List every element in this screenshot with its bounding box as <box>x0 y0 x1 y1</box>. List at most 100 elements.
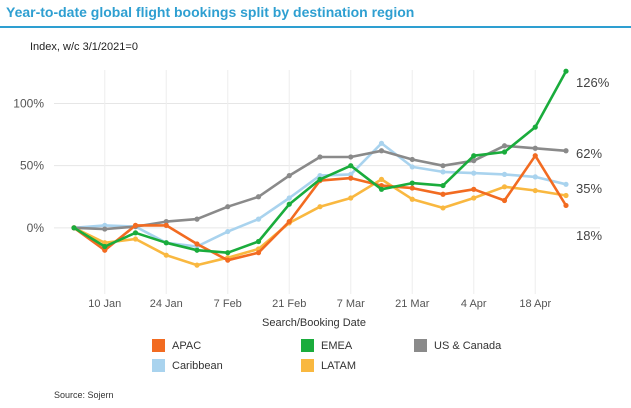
data-point <box>163 219 169 225</box>
data-point <box>440 191 446 197</box>
legend-label: US & Canada <box>434 339 502 352</box>
data-point <box>163 252 169 258</box>
data-point <box>102 243 108 250</box>
data-point <box>471 186 477 192</box>
series-line-latam <box>73 178 567 267</box>
legend-label: LATAM <box>321 359 357 372</box>
data-point <box>163 240 169 246</box>
data-point <box>471 195 477 201</box>
legend-swatch <box>414 339 427 352</box>
data-point <box>440 163 446 169</box>
data-point <box>563 68 569 74</box>
end-label: 62% <box>576 146 602 161</box>
x-tick-label: 7 Feb <box>214 298 242 310</box>
chart-subtitle: Index, w/c 3/1/2021=0 <box>30 41 138 53</box>
y-tick-label: 0% <box>27 221 45 235</box>
data-point <box>409 164 415 170</box>
data-point <box>286 173 292 179</box>
data-point <box>378 148 385 154</box>
data-point <box>409 185 415 191</box>
data-point <box>501 149 508 155</box>
data-point <box>471 158 477 164</box>
x-tick-label: 18 Apr <box>519 298 551 310</box>
data-point <box>225 228 231 235</box>
title-divider <box>0 26 631 28</box>
data-point <box>378 140 385 146</box>
x-tick-label: 21 Feb <box>272 298 306 310</box>
data-point <box>563 148 569 154</box>
data-point <box>532 174 538 180</box>
x-tick-label: 24 Jan <box>150 298 183 310</box>
legend-item: Caribbean <box>152 359 223 372</box>
data-point <box>317 173 323 179</box>
data-point <box>255 238 262 245</box>
data-point <box>255 194 262 200</box>
data-point <box>532 145 538 151</box>
data-point <box>440 182 446 189</box>
data-point <box>286 195 292 201</box>
data-point <box>317 176 323 182</box>
legend-label: Caribbean <box>172 359 223 372</box>
legend-swatch <box>152 339 165 352</box>
data-point <box>348 195 354 201</box>
x-tick-label: 7 Mar <box>337 298 365 310</box>
x-tick-label: 21 Mar <box>395 298 430 310</box>
legend-item: LATAM <box>301 359 356 372</box>
legend-label: EMEA <box>321 339 353 352</box>
data-point <box>286 201 292 207</box>
data-point <box>378 176 385 182</box>
data-point <box>440 169 446 175</box>
x-axis-label: Search/Booking Date <box>262 317 366 329</box>
legend-item: US & Canada <box>414 339 501 352</box>
data-point <box>194 247 200 253</box>
data-point <box>102 226 108 232</box>
data-point <box>348 171 354 177</box>
data-point <box>409 196 415 202</box>
data-point <box>317 204 323 210</box>
data-point <box>471 170 477 176</box>
data-point <box>471 153 477 159</box>
data-point <box>532 187 538 194</box>
data-point <box>532 124 538 130</box>
data-point <box>132 236 139 242</box>
data-point <box>163 222 169 228</box>
data-point <box>348 175 354 181</box>
data-point <box>194 262 200 268</box>
x-tick-label: 4 Apr <box>461 298 487 310</box>
y-tick-label: 50% <box>20 159 44 173</box>
data-point <box>501 171 508 177</box>
data-point <box>225 257 231 263</box>
data-point <box>501 184 508 190</box>
data-point <box>348 154 354 160</box>
legend-label: APAC <box>172 339 202 352</box>
data-point <box>317 154 323 160</box>
data-point <box>563 192 569 199</box>
data-point <box>194 241 200 247</box>
data-point <box>409 180 415 186</box>
data-point <box>132 230 139 236</box>
legend-swatch <box>301 339 314 352</box>
data-point <box>348 163 354 169</box>
data-point <box>255 250 262 256</box>
source-note: Source: Sojern <box>54 390 114 400</box>
data-point <box>255 216 262 222</box>
data-point <box>532 153 538 159</box>
data-point <box>71 225 77 231</box>
data-point <box>102 240 108 246</box>
data-point <box>563 202 569 209</box>
data-point <box>102 247 108 253</box>
data-point <box>225 250 231 256</box>
data-point <box>378 186 385 192</box>
x-tick-label: 10 Jan <box>88 298 121 310</box>
end-label: 35% <box>576 181 602 196</box>
end-label: 126% <box>576 75 610 90</box>
y-tick-label: 100% <box>13 97 44 111</box>
data-point <box>501 143 508 149</box>
data-point <box>225 204 231 210</box>
legend-item: EMEA <box>301 339 352 352</box>
data-point <box>102 222 108 228</box>
data-point <box>501 197 508 204</box>
legend-swatch <box>152 359 165 372</box>
legend-swatch <box>301 359 314 372</box>
